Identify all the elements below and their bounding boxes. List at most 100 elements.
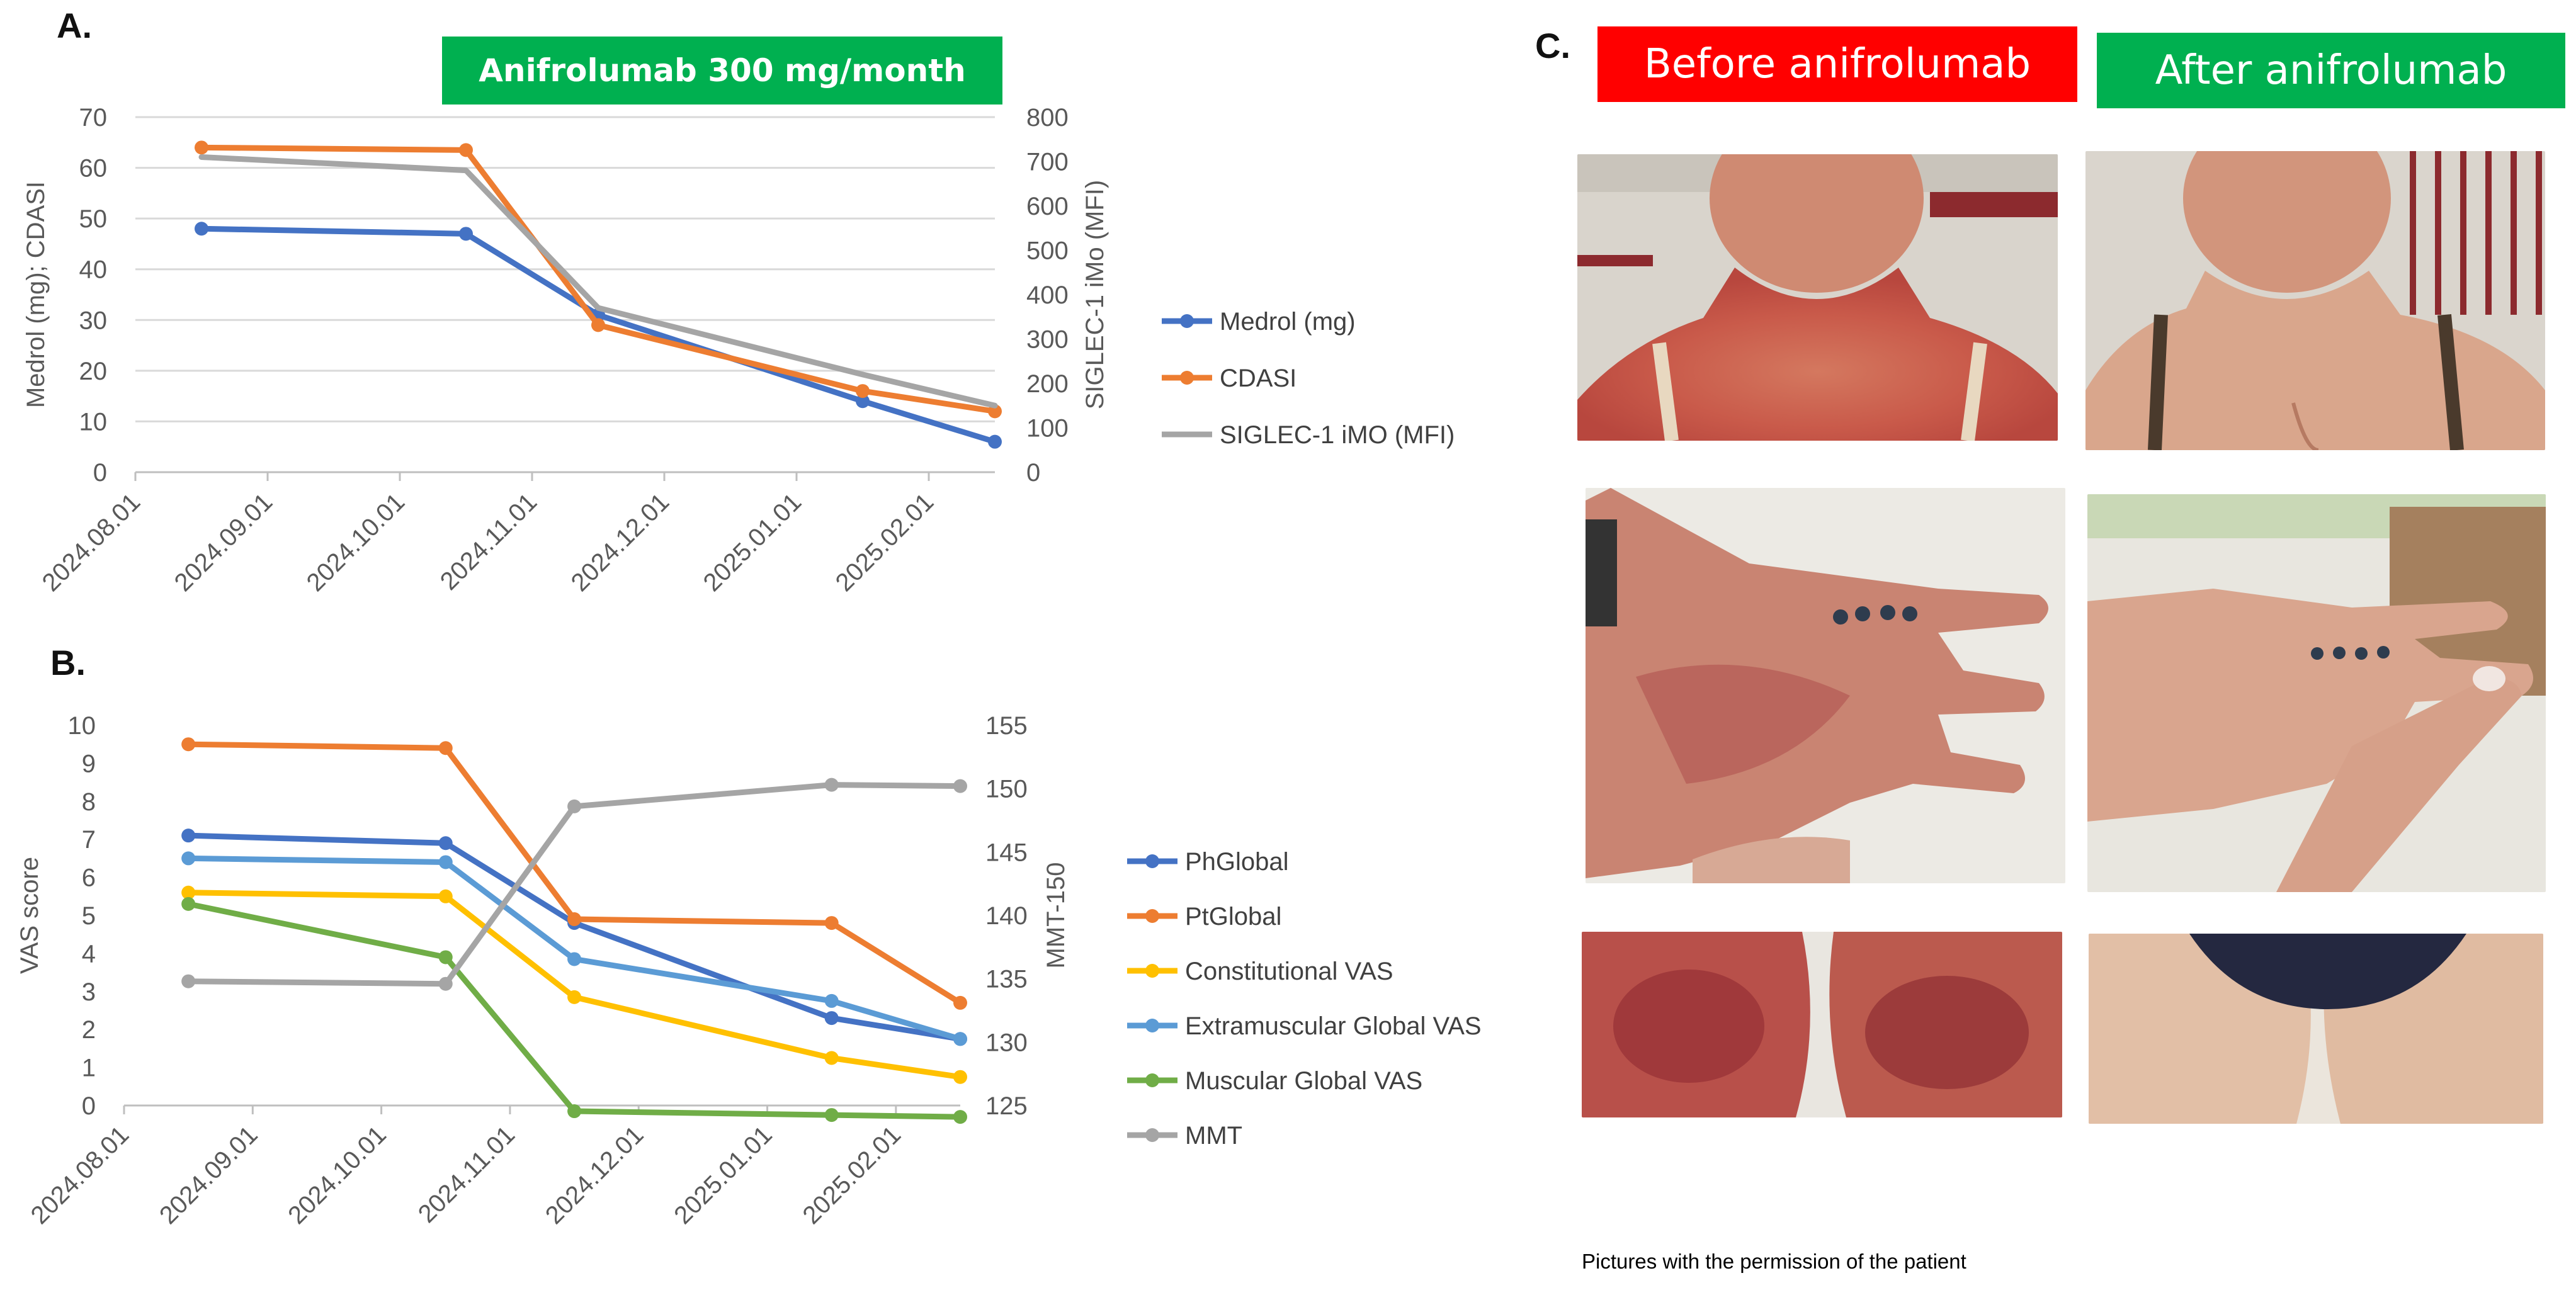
chart-b-point-constitutional-vas (181, 885, 196, 900)
chart-a-y-tick-label: 60 (79, 155, 108, 183)
chart-b-y-tick-label: 3 (82, 978, 96, 1006)
before-banner: Before anifrolumab (1597, 26, 2077, 102)
treatment-banner: Anifrolumab 300 mg/month (442, 37, 1002, 105)
chart-b-y2-tick-label: 130 (985, 1029, 1028, 1056)
chart-a-y-axis-title: Medrol (mg); CDASI (22, 181, 50, 408)
chart-a-legend-label-siglec-1-imo-mfi: SIGLEC-1 iMO (MFI) (1220, 421, 1455, 449)
chart-b-point-constitutional-vas (953, 1070, 967, 1084)
chart-b-point-constitutional-vas (438, 889, 453, 903)
chart-b-point-phglobal (824, 1011, 839, 1026)
chart-b-point-muscular-global-vas (438, 950, 453, 964)
photo-after-thighs (2089, 934, 2543, 1124)
chart-b: 2024.08.01 2024.09.01 2024.10.01 2024.11.01… (16, 712, 1482, 1230)
chart-b-point-ptglobal (824, 916, 839, 930)
chart-a-point-cdasi (195, 140, 208, 155)
chart-b-point-mmt (438, 976, 453, 991)
chart-b-y-tick-label: 5 (82, 902, 96, 930)
chart-a-y-tick-label: 30 (79, 307, 108, 334)
chart-a-x-tick-label: 2024.11.01 (435, 488, 543, 596)
chart-b-point-mmt (181, 974, 196, 988)
chart-b-point-phglobal (181, 828, 196, 843)
chart-a-series-line-cdasi (198, 144, 998, 414)
photo-before-hand (1586, 488, 2065, 883)
chart-a-x-tick-label: 2024.09.01 (169, 488, 278, 597)
chart-a-x-tick-label: 2024.12.01 (566, 488, 675, 597)
chart-a-point-cdasi (459, 143, 473, 157)
chart-b-y2-tick-label: 145 (985, 839, 1028, 866)
chart-a: 2024.08.01 2024.09.01 2024.10.01 2024.11.01… (22, 104, 1455, 597)
chart-b-x-tick-label: 2024.08.01 (26, 1121, 135, 1230)
chart-b-legend-label-muscular-global-vas: Muscular Global VAS (1185, 1067, 1422, 1095)
chart-a-y-tick-label: 70 (79, 104, 108, 132)
chart-a-y-tick-label: 50 (79, 205, 108, 233)
photo-caption: Pictures with the permission of the pati… (1582, 1250, 1966, 1273)
chart-b-series-line-phglobal (185, 832, 963, 1042)
chart-b-y-tick-label: 8 (82, 788, 96, 816)
chart-b-point-muscular-global-vas (567, 1104, 582, 1119)
chart-b-y2-tick-label: 150 (985, 776, 1028, 803)
panel-b-label: B. (50, 643, 86, 682)
chart-b-point-constitutional-vas (567, 990, 582, 1004)
chart-b-point-ptglobal (181, 737, 196, 752)
chart-b-point-ptglobal (567, 912, 582, 927)
chart-a-y2-tick-label: 0 (1026, 459, 1040, 487)
chart-a-y2-tick-label: 200 (1026, 370, 1069, 398)
chart-a-y-tick-label: 0 (93, 459, 107, 487)
chart-a-x-tick-label: 2024.10.01 (302, 488, 411, 597)
chart-a-y-tick-label: 10 (79, 408, 108, 436)
chart-b-series-line-extramuscular-global-vas (185, 855, 963, 1042)
chart-b-legend-label-phglobal: PhGlobal (1185, 848, 1289, 876)
chart-b-point-extramuscular-global-vas (953, 1032, 967, 1046)
chart-a-y2-tick-label: 400 (1026, 281, 1069, 309)
chart-b-legend-marker-extramuscular-global-vas (1145, 1019, 1159, 1032)
chart-a-y2-tick-label: 500 (1026, 237, 1069, 265)
chart-b-legend-label-extramuscular-global-vas: Extramuscular Global VAS (1185, 1012, 1482, 1040)
chart-a-series-line-siglec-1-imo-mfi (198, 154, 998, 409)
after-banner: After anifrolumab (2097, 33, 2565, 108)
chart-a-point-cdasi (591, 318, 605, 332)
photo-before-neck-chest (1577, 154, 2058, 441)
photo-after-hand (2087, 494, 2546, 892)
chart-a-legend-marker-cdasi (1180, 371, 1194, 385)
chart-b-y-axis-title: VAS score (16, 857, 43, 974)
chart-b-y-tick-label: 9 (82, 750, 96, 778)
chart-b-legend-label-ptglobal: PtGlobal (1185, 903, 1281, 930)
chart-b-point-muscular-global-vas (181, 896, 196, 911)
chart-a-legend-label-cdasi: CDASI (1220, 365, 1297, 392)
chart-a-point-medrol-mg (195, 222, 208, 236)
chart-a-y2-tick-label: 700 (1026, 149, 1069, 176)
chart-b-point-ptglobal (953, 995, 967, 1010)
chart-b-point-extramuscular-global-vas (824, 993, 839, 1008)
chart-b-point-mmt (567, 799, 582, 813)
chart-b-point-phglobal (438, 836, 453, 851)
chart-a-y2-tick-label: 100 (1026, 415, 1069, 443)
chart-b-y2-axis-title: MMT-150 (1042, 862, 1070, 969)
chart-b-x-tick-label: 2025.02.01 (798, 1121, 907, 1230)
chart-a-x-tick-label: 2025.01.01 (698, 488, 807, 597)
chart-b-y-tick-label: 0 (82, 1092, 96, 1120)
chart-b-point-muscular-global-vas (953, 1110, 967, 1124)
chart-b-x-tick-label: 2024.09.01 (154, 1121, 263, 1230)
chart-b-point-mmt (953, 779, 967, 793)
chart-a-point-medrol-mg (459, 227, 473, 241)
chart-b-point-extramuscular-global-vas (567, 952, 582, 966)
photo-before-thighs (1582, 932, 2062, 1117)
chart-a-y-tick-label: 40 (79, 256, 108, 284)
chart-b-y-tick-label: 10 (68, 712, 96, 740)
chart-a-y2-axis-title: SIGLEC-1 iMo (MFI) (1081, 180, 1109, 409)
chart-b-y2-tick-label: 135 (985, 966, 1028, 993)
chart-b-legend-label-mmt: MMT (1185, 1122, 1242, 1150)
chart-b-point-ptglobal (438, 741, 453, 755)
chart-a-y-tick-label: 20 (79, 358, 108, 385)
chart-a-legend-label-medrol-mg: Medrol (mg) (1220, 308, 1356, 336)
chart-b-x-tick-label: 2024.11.01 (413, 1121, 521, 1228)
chart-a-point-cdasi (988, 404, 1002, 419)
chart-b-x-tick-label: 2025.01.01 (669, 1121, 778, 1230)
chart-b-y2-tick-label: 125 (985, 1092, 1028, 1120)
chart-b-point-extramuscular-global-vas (181, 851, 196, 866)
chart-a-x-tick-label: 2024.08.01 (37, 488, 146, 597)
panel-a-label: A. (57, 6, 92, 45)
chart-b-legend-marker-mmt (1145, 1128, 1159, 1142)
chart-b-y-tick-label: 2 (82, 1016, 96, 1044)
chart-b-y-tick-label: 7 (82, 826, 96, 854)
